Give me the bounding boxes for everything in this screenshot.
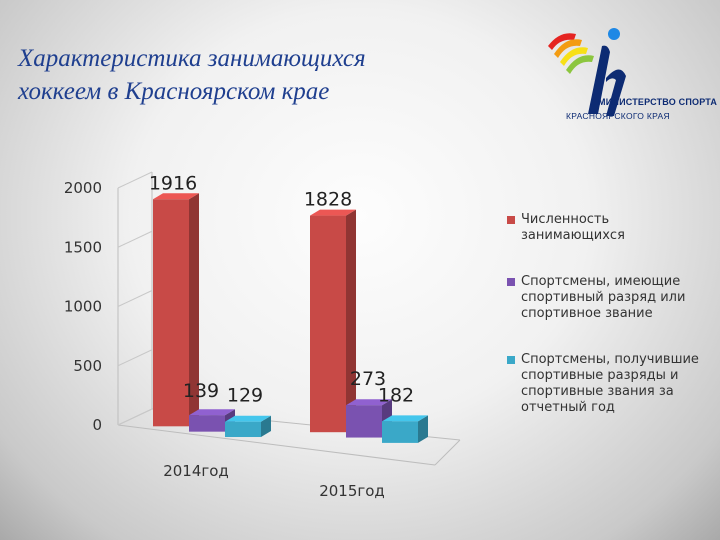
legend-item: Численность занимающихся	[507, 212, 707, 244]
bar-1-0	[310, 215, 346, 433]
floor-right-edge	[434, 439, 461, 466]
logo-emblem	[548, 28, 626, 116]
gridline	[117, 230, 153, 248]
bar-side-face	[346, 209, 356, 433]
bar-0-0	[153, 199, 189, 427]
legend-swatch	[507, 278, 515, 286]
legend-swatch	[507, 216, 515, 224]
bar-1-2	[382, 421, 418, 443]
x-category-label: 2014год	[163, 462, 229, 480]
gridline	[117, 408, 153, 426]
data-label: 1828	[304, 189, 352, 211]
bar-0-2	[225, 421, 261, 438]
bar-top-face	[189, 409, 235, 416]
data-label: 129	[227, 385, 263, 407]
y-tick-label: 0	[92, 416, 102, 434]
slide-title: Характеристика занимающихся хоккеем в Кр…	[18, 45, 366, 105]
legend-label: Спортсмены, получившие спортивные разряд…	[521, 352, 699, 415]
legend-swatch	[507, 356, 515, 364]
data-label: 1916	[149, 172, 197, 194]
data-label: 182	[378, 384, 414, 406]
gridline	[117, 171, 153, 189]
y-tick-label: 500	[73, 357, 102, 375]
gridline	[117, 349, 153, 367]
logo-text-line2: КРАСНОЯРСКОГО КРАЯ	[566, 111, 670, 121]
bar-top-face	[225, 415, 271, 422]
legend-label: Численность занимающихся	[521, 212, 625, 243]
ministry-logo	[548, 28, 626, 116]
logo-text-line1: МИНИСТЕРСТВО СПОРТА	[598, 97, 718, 107]
chart-legend: Численность занимающихся Спортсмены, имею…	[507, 212, 707, 416]
bar-1-1	[346, 405, 382, 438]
bar-side-face	[418, 415, 428, 443]
bar-top-face	[382, 415, 428, 422]
legend-label: Спортсмены, имеющие спортивный разряд ил…	[521, 274, 686, 321]
gridline	[117, 290, 153, 307]
data-label: 139	[183, 380, 219, 402]
bar-side-face	[189, 193, 199, 427]
data-label: 273	[350, 368, 386, 390]
bar-top-face	[346, 399, 392, 406]
bar-0-1	[189, 415, 225, 432]
x-category-label: 2015год	[319, 482, 385, 500]
y-tick-label: 1000	[64, 298, 102, 316]
legend-item: Спортсмены, имеющие спортивный разряд ил…	[507, 274, 707, 322]
bar-side-face	[261, 415, 271, 438]
legend-item: Спортсмены, получившие спортивные разряд…	[507, 352, 707, 416]
y-tick-label: 1500	[64, 238, 102, 256]
bar-top-face	[153, 193, 199, 200]
floor-front-edge	[117, 424, 436, 466]
y-tick-label: 2000	[64, 179, 102, 197]
bar-top-face	[310, 209, 356, 216]
